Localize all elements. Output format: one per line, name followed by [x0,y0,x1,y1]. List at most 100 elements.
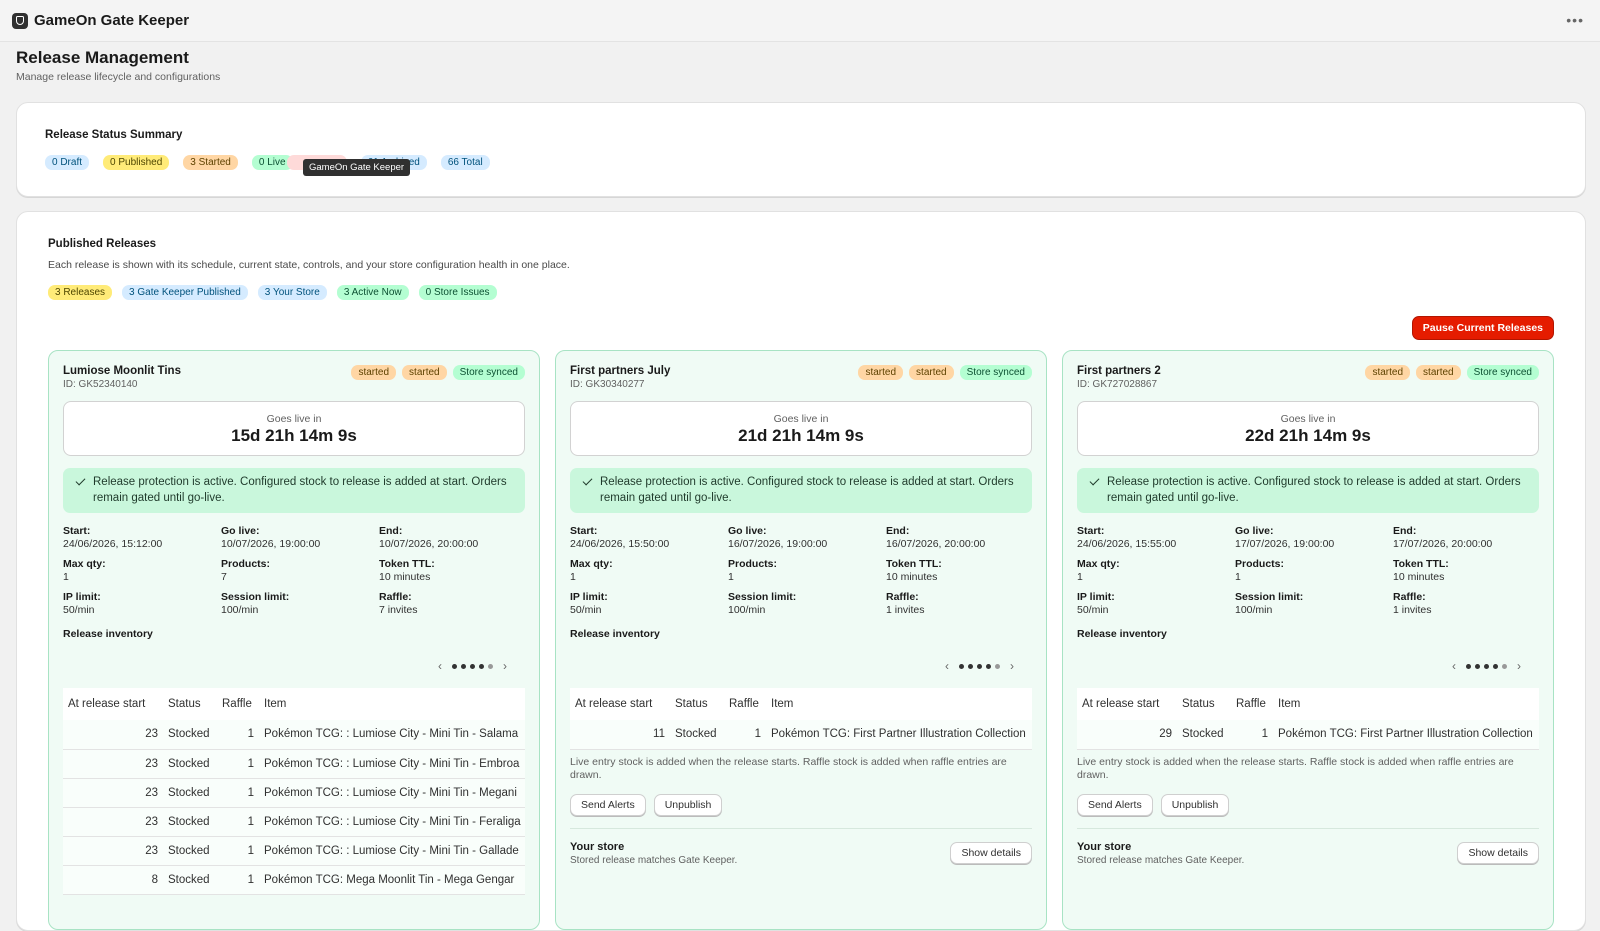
field-value: 1 invites [886,604,925,616]
field-value: 1 [1235,571,1241,583]
release-name: First partners July [570,365,671,377]
header-row: At release start Status Raffle Item [570,688,1032,720]
countdown-value: 22d 21h 14m 9s [1245,426,1371,445]
pager-dot[interactable] [488,663,493,669]
field-label: Session limit: [221,591,290,603]
card-header: First partners 2 ID: GK727028867 started st… [1077,365,1539,390]
field: Products: 1 [728,558,886,583]
pager-dot[interactable] [452,663,457,669]
published-title: Published Releases [48,238,157,250]
count-badge: 3 Active Now [336,285,409,300]
field: Session limit: 100/min [221,591,379,616]
table-cell: Pokémon TCG: First Partner Illustration … [1273,720,1539,750]
store-section: Your store Stored release matches Gate Ke… [1077,827,1539,866]
more-menu[interactable]: ••• [1566,12,1584,28]
field: Go live: 10/07/2026, 19:00:00 [221,525,379,550]
status-badge: 66 Total [440,155,490,170]
pager-dot[interactable] [995,663,1000,669]
release-name: Lumiose Moonlit Tins [63,365,181,377]
inventory-title: Release inventory [63,628,153,640]
app-logo [12,12,28,29]
page-subtitle: Manage release lifecycle and configurati… [16,71,221,83]
field-value: 10 minutes [1393,571,1445,583]
show-details-button[interactable]: Show details [950,842,1032,864]
pager: ‹ › [570,659,1032,673]
pager-dot[interactable] [986,663,991,669]
column-header: Raffle [724,688,766,720]
state-badge: started [909,365,954,380]
app-title: GameOn Gate Keeper [34,12,190,29]
table-cell: 1 [724,720,766,750]
field-value: 1 [1077,571,1083,583]
action-button[interactable]: Unpublish [1160,793,1230,816]
column-header: Raffle [1231,688,1273,720]
state-badge: Store synced [452,365,525,380]
count-badge: 0 Store Issues [418,285,497,300]
table-row: 11 Stocked 1 Pokémon TCG: First Partner Ill… [570,720,1032,750]
countdown: Goes live in 22d 21h 14m 9s [1077,401,1539,456]
table-cell: Stocked [670,720,724,750]
field-label: Products: [728,558,778,570]
pager-prev[interactable]: ‹ [945,659,949,673]
pager-next[interactable]: › [1517,659,1521,673]
field: Raffle: 1 invites [1393,591,1551,616]
field-value: 24/06/2026, 15:50:00 [570,538,670,550]
show-details-button[interactable]: Show details [1457,842,1539,864]
action-button[interactable]: Send Alerts [570,793,646,816]
table-cell: 1 [217,807,259,837]
pager-dot[interactable] [1484,663,1489,669]
field-label: Max qty: [63,558,106,570]
release-id: ID: GK52340140 [63,379,138,390]
state-badge: started [858,365,904,380]
card-heading: First partners July ID: GK30340277 [570,365,670,390]
inventory-title: Release inventory [570,628,660,640]
table-cell: Pokémon TCG: : Lumiose City - Mini Tin -… [259,749,525,779]
pager-dot[interactable] [959,663,964,669]
pager-dot[interactable] [470,663,475,669]
table-row: 23 Stocked 1 Pokémon TCG: : Lumiose City - … [63,720,525,750]
countdown: Goes live in 21d 21h 14m 9s [570,401,1032,456]
app-window: {"app": {"title": "GameOn Gate Keeper"},… [0,0,1600,900]
pager-dot[interactable] [1475,663,1480,669]
table-cell: 29 [1077,720,1177,750]
field-label: Go live: [1235,525,1274,537]
pager-prev[interactable]: ‹ [1452,659,1456,673]
pager-next[interactable]: › [503,659,507,673]
release-id: ID: GK30340277 [570,379,645,390]
release-id: ID: GK727028867 [1077,379,1158,390]
pager-dot[interactable] [479,663,484,669]
table-row: 23 Stocked 1 Pokémon TCG: : Lumiose City - … [63,778,525,808]
table-cell: 23 [63,720,163,750]
status-badge: 3 Started [183,155,238,170]
pager-next[interactable]: › [1010,659,1014,673]
release-fields: Start: 24/06/2026, 15:50:00 Go live: 16/07/… [570,525,1032,616]
table-row: 29 Stocked 1 Pokémon TCG: First Partner Ill… [1077,720,1539,750]
field: End: 17/07/2026, 20:00:00 [1393,525,1551,550]
pager-dot[interactable] [1502,663,1507,669]
table-cell: 1 [217,749,259,779]
pager-dot[interactable] [977,663,982,669]
action-button[interactable]: Unpublish [653,793,723,816]
table-cell: Stocked [163,836,217,866]
stock-footnote: Live entry stock is added when the relea… [570,755,1007,781]
pager-dot[interactable] [461,663,466,669]
pause-button[interactable]: Pause Current Releases [1411,316,1554,340]
field: Raffle: 1 invites [886,591,1044,616]
field-value: 24/06/2026, 15:55:00 [1077,538,1177,550]
pager-dot[interactable] [1466,663,1471,669]
pager-dot[interactable] [1493,663,1498,669]
table-cell: 1 [217,836,259,866]
pager: ‹ › [63,659,525,673]
table-head: At release start Status Raffle Item [63,688,525,720]
pager-dot[interactable] [968,663,973,669]
action-button[interactable]: Send Alerts [1077,793,1153,816]
table-cell: Pokémon TCG: : Lumiose City - Mini Tin -… [259,720,525,750]
table-cell: 1 [217,778,259,808]
field-label: Start: [63,525,91,537]
pager-prev[interactable]: ‹ [438,659,442,673]
count-badge: 3 Gate Keeper Published [122,285,248,300]
field: Max qty: 1 [1077,558,1235,583]
field: Go live: 17/07/2026, 19:00:00 [1235,525,1393,550]
column-header: Status [670,688,724,720]
field: Start: 24/06/2026, 15:12:00 [63,525,221,550]
